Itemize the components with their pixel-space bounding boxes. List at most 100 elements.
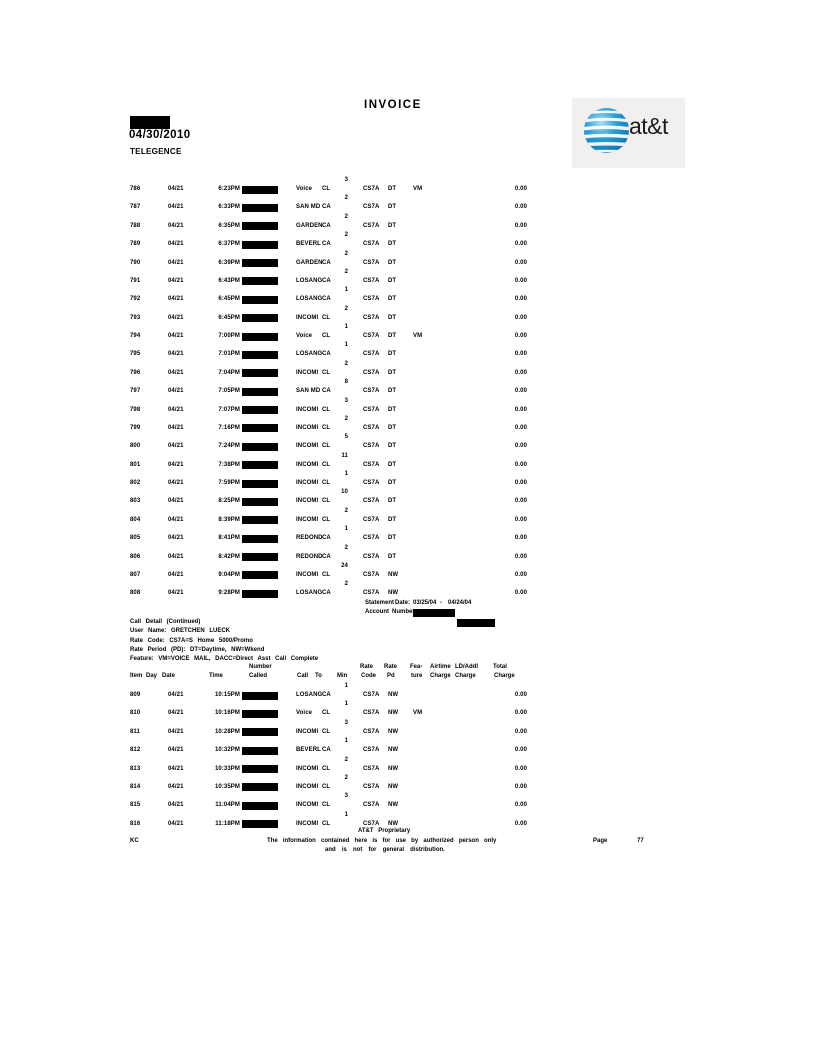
- call-minutes: 2: [344, 360, 348, 367]
- call-to-state: CL: [322, 783, 331, 790]
- call-to-city: GARDEN: [296, 222, 323, 229]
- col-call: Call: [297, 673, 309, 680]
- rate-period: NW: [388, 710, 399, 717]
- call-to-state: CL: [322, 461, 331, 468]
- rate-period: NW: [388, 783, 399, 790]
- call-minutes: 3: [344, 793, 348, 800]
- call-date: 04/21: [168, 186, 184, 192]
- call-to-state: CA: [322, 259, 331, 266]
- rate-period: DT: [388, 498, 397, 505]
- redacted-phone-number: [242, 369, 278, 378]
- call-time: 10:16PM: [214, 710, 240, 717]
- col-airtime: Airtime: [430, 664, 451, 670]
- call-to-state: CL: [322, 765, 331, 772]
- total-charge: 0.00: [514, 516, 527, 523]
- call-row: 10 803 04/21 8:25PM INCOMI CL CS7A DT 0.…: [0, 488, 816, 506]
- call-time: 6:33PM: [218, 204, 240, 211]
- call-to-city: INCOMI: [296, 783, 319, 790]
- rate-code: CS7A: [363, 802, 380, 809]
- col-day: Day: [146, 673, 158, 680]
- redacted-phone-number: [242, 589, 278, 598]
- call-row: 2 804 04/21 8:39PM INCOMI CL CS7A DT 0.0…: [0, 507, 816, 525]
- call-to-city: LOSANG: [296, 296, 323, 303]
- rate-period: DT: [388, 369, 397, 376]
- rate-code: CS7A: [363, 369, 380, 376]
- total-charge: 0.00: [514, 590, 527, 597]
- call-item-number: 797: [130, 388, 141, 395]
- call-to-state: CA: [322, 692, 331, 698]
- col-called: Called: [249, 673, 268, 680]
- call-to-state: CL: [322, 314, 331, 321]
- col-total-charge: Charge: [494, 673, 515, 680]
- total-charge: 0.00: [514, 783, 527, 790]
- call-row: 2 788 04/21 6:35PM GARDEN CA CS7A DT 0.0…: [0, 213, 816, 231]
- total-charge: 0.00: [514, 443, 527, 450]
- call-date: 04/21: [168, 802, 184, 809]
- call-item-number: 801: [130, 461, 141, 468]
- call-minutes: 24: [341, 562, 348, 569]
- call-minutes: 3: [344, 719, 348, 726]
- rate-period: DT: [388, 314, 397, 321]
- call-time: 7:01PM: [218, 351, 240, 358]
- rate-code: CS7A: [363, 747, 380, 754]
- account-label: Account: [365, 609, 389, 615]
- rate-code: CS7A: [363, 186, 380, 192]
- call-to-city: INCOMI: [296, 314, 319, 321]
- call-item-number: 806: [130, 553, 141, 560]
- call-to-state: CL: [322, 406, 331, 413]
- call-item-number: 810: [130, 710, 141, 717]
- call-item-number: 805: [130, 535, 141, 542]
- rate-code: CS7A: [363, 204, 380, 211]
- rate-code: CS7A: [363, 571, 380, 578]
- call-time: 7:59PM: [218, 480, 240, 486]
- call-to-city: SAN MD: [296, 204, 321, 211]
- call-to-state: CL: [322, 333, 331, 339]
- redacted-phone-number: [242, 497, 278, 506]
- call-date: 04/21: [168, 406, 184, 413]
- rate-code: CS7A: [363, 765, 380, 772]
- total-charge: 0.00: [514, 461, 527, 468]
- call-to-city: LOSANG: [296, 277, 323, 284]
- rate-period: DT: [388, 388, 397, 395]
- total-charge: 0.00: [514, 424, 527, 431]
- call-minutes: 2: [344, 756, 348, 763]
- call-to-city: INCOMI: [296, 802, 319, 809]
- total-charge: 0.00: [514, 710, 527, 717]
- total-charge: 0.00: [514, 480, 527, 486]
- call-to-state: CA: [322, 351, 331, 358]
- rate-period: DT: [388, 259, 397, 266]
- call-to-city: INCOMI: [296, 820, 319, 827]
- rate-code: CS7A: [363, 351, 380, 358]
- rate-period: DT: [388, 222, 397, 229]
- call-to-city: Voice: [296, 333, 313, 339]
- col-number: Number: [249, 664, 272, 670]
- call-time: 10:33PM: [214, 765, 240, 772]
- col-fea: Fea-: [410, 664, 423, 670]
- redacted-phone-number: [242, 746, 278, 755]
- call-to-city: INCOMI: [296, 424, 319, 431]
- call-time: 8:39PM: [218, 516, 240, 523]
- rate-period: DT: [388, 296, 397, 303]
- call-date: 04/21: [168, 590, 184, 597]
- redacted-header-value: [130, 116, 170, 129]
- call-row: 1 809 04/21 10:15PM LOSANG CA CS7A NW 0.…: [0, 682, 816, 700]
- call-to-state: CL: [322, 710, 331, 717]
- call-table-continued: 3 786 04/21 6:23PM Voice CL CS7A DT VM 0…: [0, 176, 816, 599]
- rate-code: CS7A: [363, 333, 380, 339]
- call-minutes: 3: [344, 397, 348, 404]
- call-minutes: 8: [344, 379, 348, 386]
- call-row: 1 805 04/21 8:41PM REDOND CA CS7A DT 0.0…: [0, 525, 816, 543]
- redacted-phone-number: [242, 801, 278, 810]
- call-time: 9:28PM: [218, 590, 240, 597]
- call-row: 2 814 04/21 10:35PM INCOMI CL CS7A NW 0.…: [0, 774, 816, 792]
- call-to-city: REDOND: [296, 553, 323, 560]
- call-time: 7:07PM: [218, 406, 240, 413]
- footer-notice-line2: and is not for general distribution.: [325, 847, 445, 853]
- rate-code: CS7A: [363, 590, 380, 597]
- call-item-number: 787: [130, 204, 141, 211]
- call-time: 6:35PM: [218, 222, 240, 229]
- call-time: 11:18PM: [215, 820, 240, 827]
- total-charge: 0.00: [514, 204, 527, 211]
- call-row: 2 806 04/21 8:42PM REDOND CA CS7A DT 0.0…: [0, 544, 816, 562]
- call-time: 7:24PM: [218, 443, 240, 450]
